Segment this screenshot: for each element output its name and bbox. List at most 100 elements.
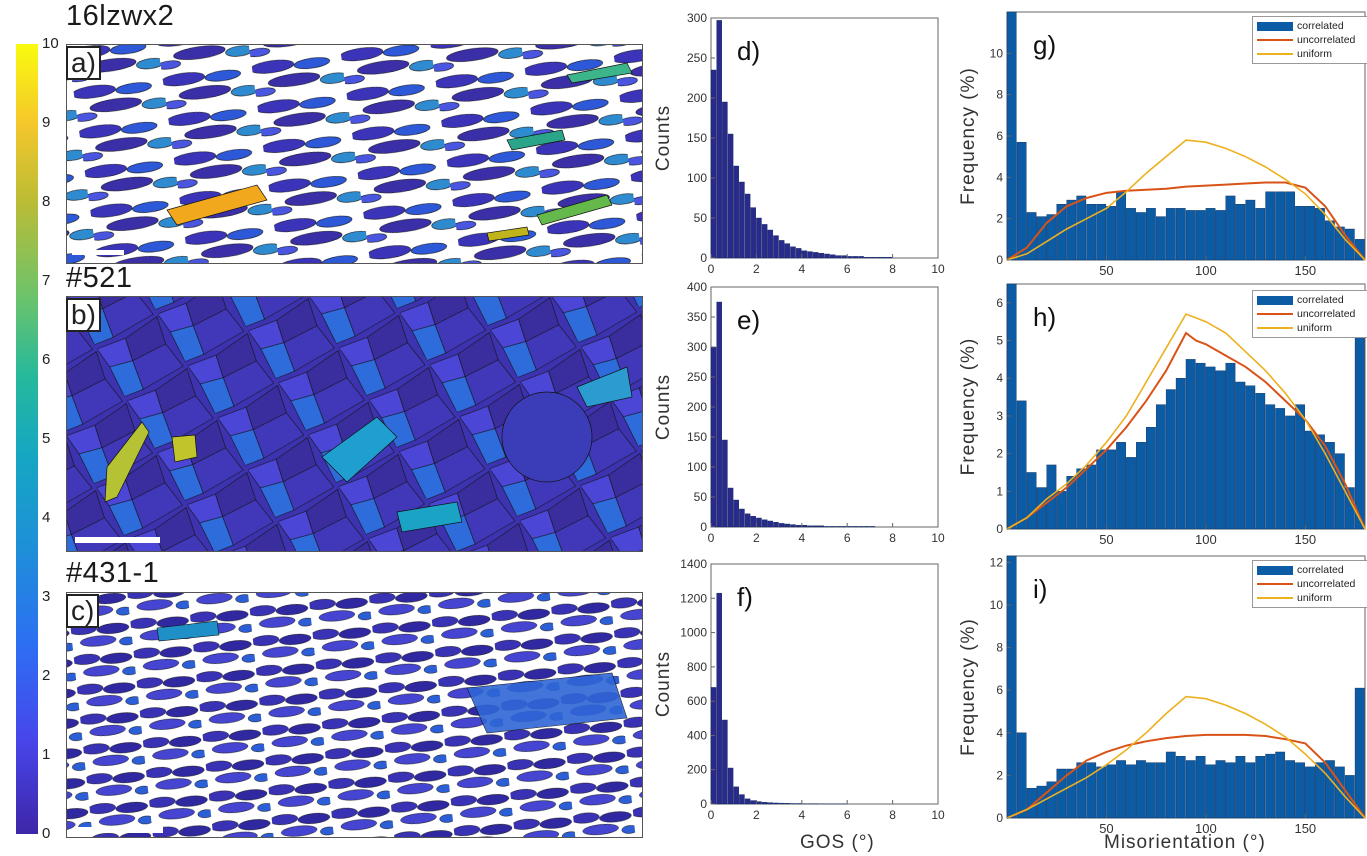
bar xyxy=(1305,430,1315,530)
bar xyxy=(1325,442,1335,530)
bar xyxy=(1245,385,1256,530)
bar xyxy=(767,802,774,805)
bar xyxy=(1155,762,1166,819)
bar xyxy=(1315,762,1325,819)
colorbar-gradient xyxy=(16,44,38,834)
bar xyxy=(750,207,756,259)
bar xyxy=(1275,751,1286,819)
bar xyxy=(733,499,739,528)
bar xyxy=(1235,203,1246,261)
x-tick-label: 10 xyxy=(931,262,945,276)
bar xyxy=(1076,195,1087,261)
bar xyxy=(1315,208,1325,261)
bar xyxy=(1275,408,1286,530)
bar xyxy=(761,802,768,805)
y-tick-label: 6 xyxy=(996,683,1003,697)
legend-uniform: uniform xyxy=(1297,322,1333,334)
y-tick-label: 0 xyxy=(996,253,1003,267)
panel-label-e: e) xyxy=(737,305,760,335)
legend-uniform: uniform xyxy=(1297,48,1333,60)
bar xyxy=(1245,762,1256,819)
scale-bar-c xyxy=(75,827,163,833)
bar xyxy=(1295,404,1305,530)
bar xyxy=(750,516,756,528)
bar xyxy=(1016,141,1027,261)
bar xyxy=(1056,491,1067,530)
y-tick-label: 200 xyxy=(687,763,707,777)
bar xyxy=(1165,208,1176,261)
bar xyxy=(835,526,842,528)
y-axis-title: Frequency (%) xyxy=(958,618,979,756)
bar xyxy=(795,525,802,528)
bar xyxy=(773,235,779,259)
bar xyxy=(790,524,796,528)
bar xyxy=(1016,732,1027,819)
bar xyxy=(756,801,762,805)
uniform-swatch xyxy=(1257,327,1293,329)
legend-uncorrelated: uncorrelated xyxy=(1297,34,1356,46)
bar xyxy=(790,246,796,259)
bar xyxy=(1165,751,1176,819)
bar xyxy=(744,798,751,805)
bar xyxy=(1006,555,1017,819)
bar xyxy=(1096,449,1107,530)
y-tick-label: 1400 xyxy=(680,557,707,571)
correlated-swatch xyxy=(1257,295,1293,305)
bar xyxy=(778,240,785,259)
bar xyxy=(716,20,722,259)
bar xyxy=(841,526,847,528)
bar xyxy=(1026,787,1037,819)
grain-map-a xyxy=(66,44,643,264)
bar xyxy=(727,133,734,259)
panel-label-g: g) xyxy=(1033,30,1056,60)
bar xyxy=(1136,442,1146,530)
bar xyxy=(1116,191,1126,261)
colorbar-tick: 3 xyxy=(42,588,51,605)
legend-correlated: correlated xyxy=(1297,294,1344,306)
bar xyxy=(847,256,853,259)
bar xyxy=(875,257,881,259)
bar xyxy=(761,224,768,259)
x-tick-label: 100 xyxy=(1195,821,1217,836)
bar xyxy=(1245,199,1256,261)
colorbar-tick: 9 xyxy=(42,114,51,131)
bar xyxy=(847,526,853,528)
bar xyxy=(773,802,779,805)
colorbar-tick: 8 xyxy=(42,193,51,210)
sample-title-c: #431-1 xyxy=(66,557,160,589)
bar xyxy=(852,256,859,259)
bar xyxy=(1116,760,1126,819)
legend-i: correlated uncorrelated uniform xyxy=(1252,560,1367,608)
bar xyxy=(1046,214,1057,261)
sample-title-a: 16lzwx2 xyxy=(66,0,175,32)
panel-label-a: a) xyxy=(66,46,101,80)
bar xyxy=(1086,762,1097,819)
bar xyxy=(1086,203,1097,261)
bar xyxy=(1205,208,1216,261)
bar xyxy=(744,193,751,259)
bar xyxy=(1086,464,1097,530)
y-tick-label: 1000 xyxy=(680,626,707,640)
gos-axis-label: GOS (°) xyxy=(800,832,875,853)
bar xyxy=(1295,762,1305,819)
x-tick-label: 8 xyxy=(889,531,896,545)
bar xyxy=(1285,415,1295,530)
bar xyxy=(1006,283,1017,530)
bar xyxy=(1305,206,1315,261)
y-tick-label: 1 xyxy=(996,484,1003,498)
bar xyxy=(812,252,819,259)
bar xyxy=(1155,404,1166,530)
bar xyxy=(727,487,734,528)
bar xyxy=(1265,404,1276,530)
bar xyxy=(710,687,717,805)
x-tick-label: 50 xyxy=(1099,821,1113,836)
bar xyxy=(1295,206,1305,261)
bar xyxy=(801,250,808,259)
legend-uniform: uniform xyxy=(1297,592,1333,604)
y-tick-label: 150 xyxy=(687,430,707,444)
x-tick-label: 50 xyxy=(1099,532,1113,547)
bar xyxy=(1195,362,1206,530)
bar xyxy=(733,165,739,259)
bar xyxy=(739,794,745,805)
y-tick-label: 300 xyxy=(687,11,707,25)
